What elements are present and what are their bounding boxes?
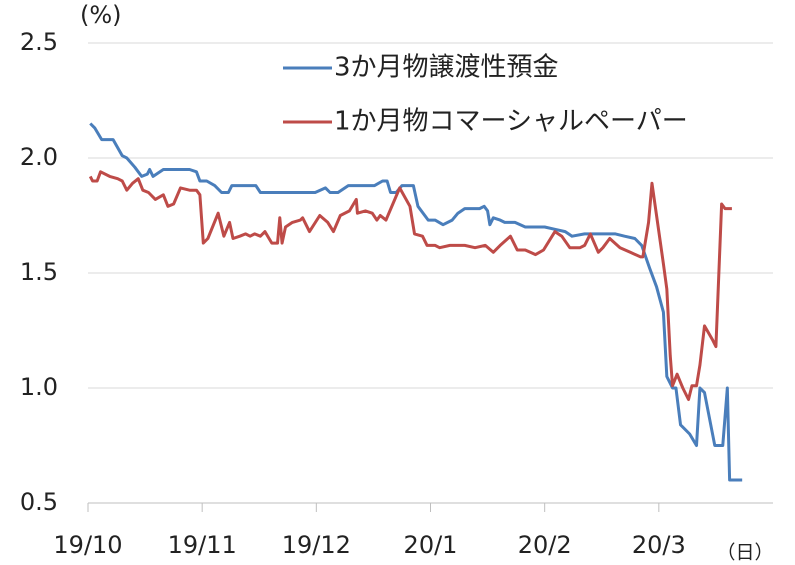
legend-label: 3か月物譲渡性預金: [334, 53, 559, 83]
series-line: [88, 170, 732, 401]
x-tick-label: 20/2: [518, 531, 572, 559]
x-tick-label: 20/3: [632, 531, 686, 559]
y-tick-label: 0.5: [20, 488, 58, 516]
y-tick-label: 1.0: [20, 373, 58, 401]
y-tick-label: 2.0: [20, 143, 58, 171]
x-tick-label: 19/12: [282, 531, 351, 559]
x-tick-label: 20/1: [404, 531, 458, 559]
y-axis-label: (%): [80, 1, 122, 29]
legend-label: 1か月物コマーシャルペーパー: [334, 107, 688, 137]
y-tick-label: 1.5: [20, 258, 58, 286]
y-tick-label: 2.5: [20, 28, 58, 56]
x-tick-label: 19/10: [53, 531, 122, 559]
series-line: [89, 122, 743, 482]
x-axis-label: （日）: [716, 542, 773, 564]
x-tick-label: 19/11: [168, 531, 237, 559]
